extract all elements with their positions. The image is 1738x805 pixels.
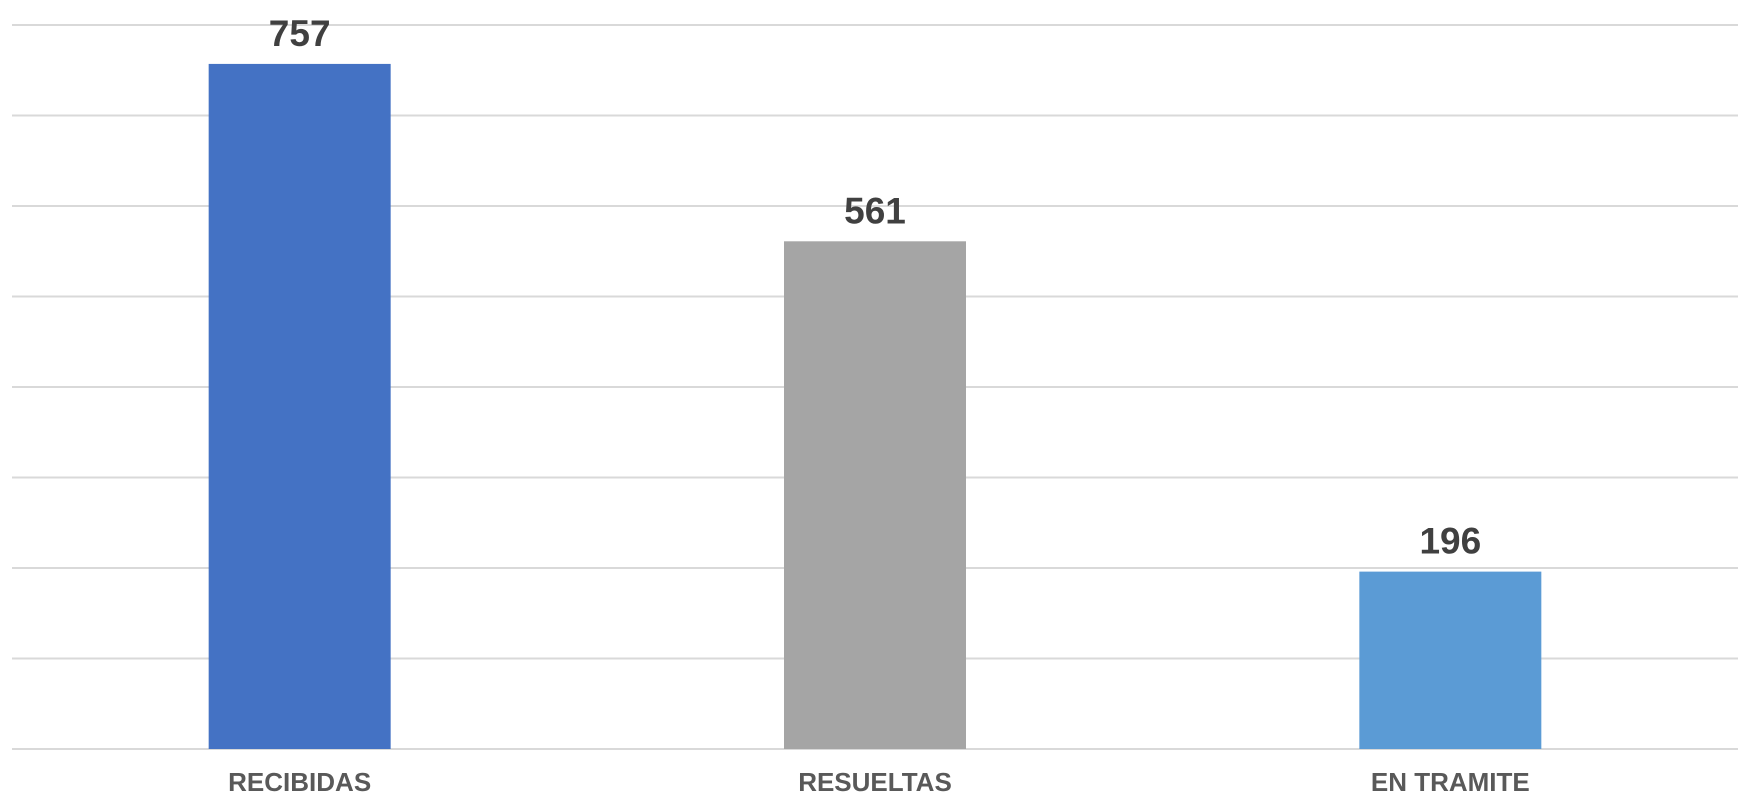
category-label: RECIBIDAS	[228, 767, 371, 797]
category-label: EN TRAMITE	[1371, 767, 1530, 797]
bar-recibidas	[208, 63, 391, 750]
data-label: 561	[844, 190, 906, 231]
bar-en-tramite	[1359, 571, 1542, 749]
category-labels: RECIBIDAS RESUELTAS EN TRAMITE	[228, 767, 1530, 797]
category-label: RESUELTAS	[798, 767, 952, 797]
data-label: 757	[269, 13, 331, 54]
data-label: 196	[1419, 521, 1481, 562]
bar-resueltas	[784, 241, 966, 750]
data-labels: 757 561 196	[269, 13, 1481, 562]
bars	[208, 63, 1542, 750]
